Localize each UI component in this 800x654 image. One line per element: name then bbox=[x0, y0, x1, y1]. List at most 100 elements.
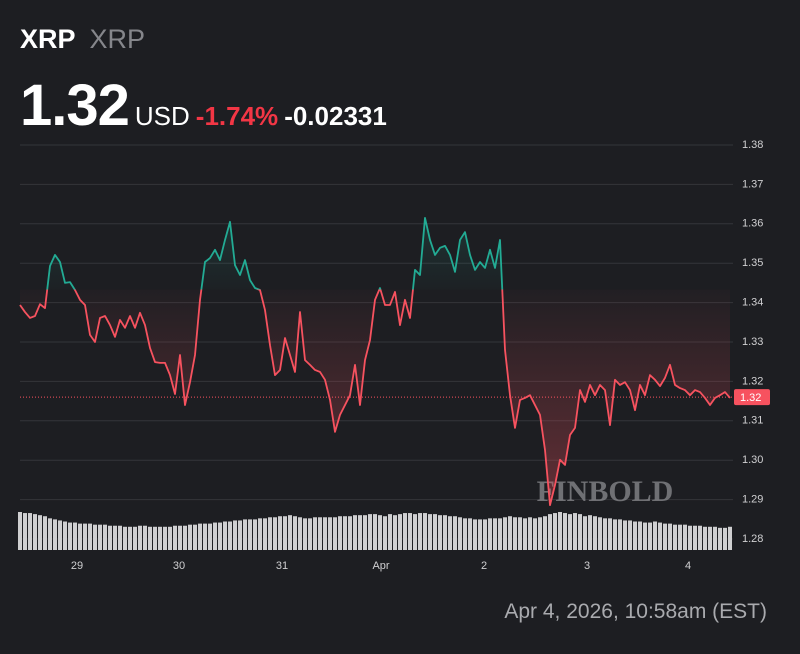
volume-bar bbox=[728, 526, 732, 550]
volume-bar bbox=[463, 518, 467, 550]
volume-bar bbox=[393, 515, 397, 550]
volume-bar bbox=[293, 516, 297, 550]
volume-bar bbox=[638, 521, 642, 550]
volume-bar bbox=[628, 520, 632, 550]
price-line bbox=[19, 216, 731, 507]
y-tick-label: 1.33 bbox=[742, 336, 763, 348]
price-marker-label: 1.32 bbox=[740, 392, 761, 404]
volume-bar bbox=[563, 513, 567, 550]
volume-bar bbox=[83, 523, 87, 550]
volume-bar bbox=[408, 513, 412, 550]
y-tick-label: 1.34 bbox=[742, 297, 763, 309]
volume-bar bbox=[453, 516, 457, 550]
asset-name: XRP bbox=[89, 24, 146, 54]
price-row: 1.32 USD -1.74% -0.02331 bbox=[20, 72, 387, 139]
volume-bar bbox=[73, 522, 77, 550]
y-tick-label: 1.36 bbox=[742, 218, 763, 230]
volume-bar bbox=[248, 519, 252, 550]
volume-bar bbox=[288, 515, 292, 550]
volume-bar bbox=[438, 515, 442, 550]
volume-bar bbox=[193, 524, 197, 550]
volume-bar bbox=[338, 516, 342, 550]
volume-bar bbox=[658, 522, 662, 550]
volume-bar bbox=[513, 517, 517, 550]
symbol-row: XRP XRP bbox=[20, 24, 145, 55]
x-tick-label: 31 bbox=[276, 560, 288, 572]
y-tick-label: 1.35 bbox=[742, 257, 763, 269]
volume-bar bbox=[153, 526, 157, 550]
volume-bar bbox=[418, 513, 422, 550]
volume-bar bbox=[713, 526, 717, 550]
volume-bar bbox=[38, 515, 42, 550]
volume-bar bbox=[523, 518, 527, 550]
volume-bar bbox=[603, 518, 607, 550]
volume-bar bbox=[213, 522, 217, 550]
volume-bar bbox=[683, 524, 687, 550]
y-tick-label: 1.38 bbox=[742, 139, 763, 151]
volume-bar bbox=[538, 517, 542, 550]
volume-bar bbox=[573, 513, 577, 550]
volume-bar bbox=[518, 517, 522, 550]
x-tick-label: 3 bbox=[584, 560, 590, 572]
volume-bar bbox=[258, 518, 262, 550]
volume-bar bbox=[528, 517, 532, 550]
volume-bar bbox=[108, 525, 112, 550]
volume-bar bbox=[643, 522, 647, 550]
volume-bar bbox=[223, 521, 227, 550]
x-tick-label: 4 bbox=[685, 560, 691, 572]
volume-bar bbox=[123, 526, 127, 550]
volume-bar bbox=[688, 525, 692, 550]
volume-bar bbox=[28, 513, 32, 550]
volume-bar bbox=[148, 526, 152, 550]
y-tick-label: 1.29 bbox=[742, 494, 763, 506]
price: 1.32 bbox=[20, 73, 130, 138]
volume-bar bbox=[133, 526, 137, 550]
volume-bar bbox=[473, 519, 477, 550]
volume-bar bbox=[268, 517, 272, 550]
volume-bar bbox=[93, 524, 97, 550]
volume-bar bbox=[673, 524, 677, 550]
volume-bar bbox=[478, 519, 482, 550]
volume-bar bbox=[203, 523, 207, 550]
volume-bar bbox=[398, 514, 402, 550]
volume-bar bbox=[78, 523, 82, 550]
volume-bar bbox=[368, 514, 372, 550]
volume-bar bbox=[543, 516, 547, 550]
volume-bar bbox=[483, 519, 487, 550]
volume-bar bbox=[648, 522, 652, 550]
volume-bar bbox=[253, 519, 257, 550]
volume-bar bbox=[273, 517, 277, 550]
volume-bar bbox=[508, 516, 512, 550]
volume-bar bbox=[158, 526, 162, 550]
volume-bar bbox=[308, 518, 312, 550]
volume-bar bbox=[468, 518, 472, 550]
volume-bar bbox=[493, 518, 497, 550]
volume-bar bbox=[88, 523, 92, 550]
volume-bar bbox=[723, 527, 727, 550]
y-tick-label: 1.30 bbox=[742, 454, 763, 466]
volume-bar bbox=[98, 524, 102, 550]
volume-bar bbox=[423, 513, 427, 550]
volume-bar bbox=[208, 523, 212, 550]
volume-bar bbox=[613, 519, 617, 550]
volume-bar bbox=[138, 525, 142, 550]
volume-bar bbox=[228, 521, 232, 550]
volume-bar bbox=[703, 526, 707, 550]
volume-bar bbox=[533, 518, 537, 550]
volume-bar bbox=[558, 512, 562, 550]
watermark: FINBOLD bbox=[537, 475, 674, 508]
volume-bar bbox=[433, 514, 437, 550]
volume-bar bbox=[343, 516, 347, 550]
volume-bar bbox=[238, 520, 242, 550]
volume-bar bbox=[318, 517, 322, 550]
volume-bar bbox=[278, 516, 282, 550]
change: -0.02331 bbox=[284, 101, 387, 131]
volume-bar bbox=[498, 518, 502, 550]
volume-bar bbox=[608, 518, 612, 550]
volume-bar bbox=[198, 523, 202, 550]
volume-bar bbox=[173, 525, 177, 550]
volume-bar bbox=[458, 517, 462, 550]
volume-bar bbox=[668, 523, 672, 550]
